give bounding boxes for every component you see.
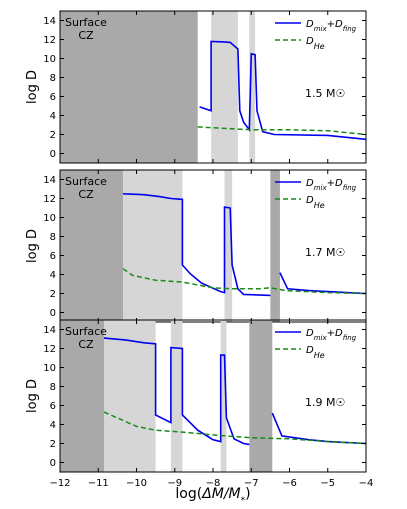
y-tick-label: 12 (43, 344, 56, 355)
y-tick-label: 14 (43, 325, 56, 336)
y-tick-label: 6 (50, 401, 56, 412)
y-tick-label: 14 (43, 175, 56, 186)
legend-entry: Dmix+Dfing (306, 328, 357, 342)
shaded-region-2 (211, 11, 238, 163)
legend-entry: DHe (306, 195, 325, 210)
x-tick-label: −9 (167, 478, 182, 489)
surface-cz-label: Surface (65, 16, 107, 29)
x-tick-label: −4 (359, 478, 374, 489)
dmix-series-line-1 (103, 337, 250, 446)
y-tick-label: 2 (50, 439, 56, 450)
x-axis-label: log(ΔM/M*) (175, 486, 250, 506)
mass-label: 1.5 M☉ (305, 87, 345, 100)
legend-entry: Dmix+Dfing (306, 19, 357, 33)
shaded-region-3 (249, 11, 256, 163)
y-tick-label: 2 (50, 130, 56, 141)
mass-label: 1.7 M☉ (305, 246, 345, 259)
x-tick-label: −10 (126, 478, 147, 489)
y-axis-label: log D (25, 70, 40, 104)
surface-cz-label: CZ (78, 188, 94, 201)
y-axis-label: log D (25, 379, 40, 413)
legend: Dmix+Dfing DHe (275, 178, 357, 210)
x-tick-label: −12 (49, 478, 70, 489)
y-tick-label: 0 (50, 149, 56, 160)
x-tick-label: −7 (244, 478, 259, 489)
y-tick-label: 10 (43, 54, 56, 65)
y-tick-label: 0 (50, 308, 56, 319)
x-tick-label: −5 (320, 478, 335, 489)
shaded-region-1 (60, 11, 198, 163)
shaded-region-4 (220, 320, 227, 472)
legend-entry: DHe (306, 36, 325, 51)
legend-entry: Dmix+Dfing (306, 178, 357, 192)
y-tick-label: 12 (43, 35, 56, 46)
y-tick-label: 4 (50, 111, 56, 122)
y-tick-label: 8 (50, 382, 56, 393)
y-tick-label: 0 (50, 458, 56, 469)
y-axis-label: log D (25, 229, 40, 263)
surface-cz-label: Surface (65, 325, 107, 338)
shared-x-axis: −12 −11 −10 −9 −8 −7 −6 −5 −4 (49, 478, 373, 489)
surface-cz-label: Surface (65, 175, 107, 188)
shaded-region-2 (103, 320, 156, 472)
shaded-region-5 (249, 320, 273, 472)
dhe-series-line-1 (197, 126, 366, 136)
dmix-series-line-2 (279, 272, 366, 295)
x-tick-label: −8 (206, 478, 221, 489)
y-tick-label: 4 (50, 270, 56, 281)
y-tick-label: 10 (43, 213, 56, 224)
mass-label: 1.9 M☉ (305, 396, 345, 409)
legend-entry: DHe (306, 345, 325, 360)
legend: Dmix+Dfing DHe (275, 19, 357, 51)
y-tick-label: 4 (50, 420, 56, 431)
x-tick-label: −6 (282, 478, 297, 489)
y-tick-label: 8 (50, 232, 56, 243)
dmix-series-line-1 (199, 40, 366, 141)
y-tick-label: 8 (50, 73, 56, 84)
surface-cz-label: CZ (78, 29, 94, 42)
shaded-region-2 (123, 170, 183, 322)
shaded-region-1 (60, 170, 124, 322)
shaded-region-3 (170, 320, 183, 472)
shaded-region-1 (60, 320, 104, 472)
dhe-series-line-1 (103, 411, 366, 445)
shaded-region-3 (224, 170, 233, 322)
shaded-region-4 (270, 170, 280, 322)
y-tick-label: 14 (43, 16, 56, 27)
y-tick-label: 6 (50, 251, 56, 262)
dhe-series-line-1 (122, 268, 366, 295)
surface-cz-label: CZ (78, 338, 94, 351)
legend: Dmix+Dfing DHe (275, 328, 357, 360)
x-tick-label: −11 (88, 478, 109, 489)
y-tick-label: 12 (43, 194, 56, 205)
y-tick-label: 6 (50, 92, 56, 103)
y-tick-label: 2 (50, 289, 56, 300)
y-tick-label: 10 (43, 363, 56, 374)
